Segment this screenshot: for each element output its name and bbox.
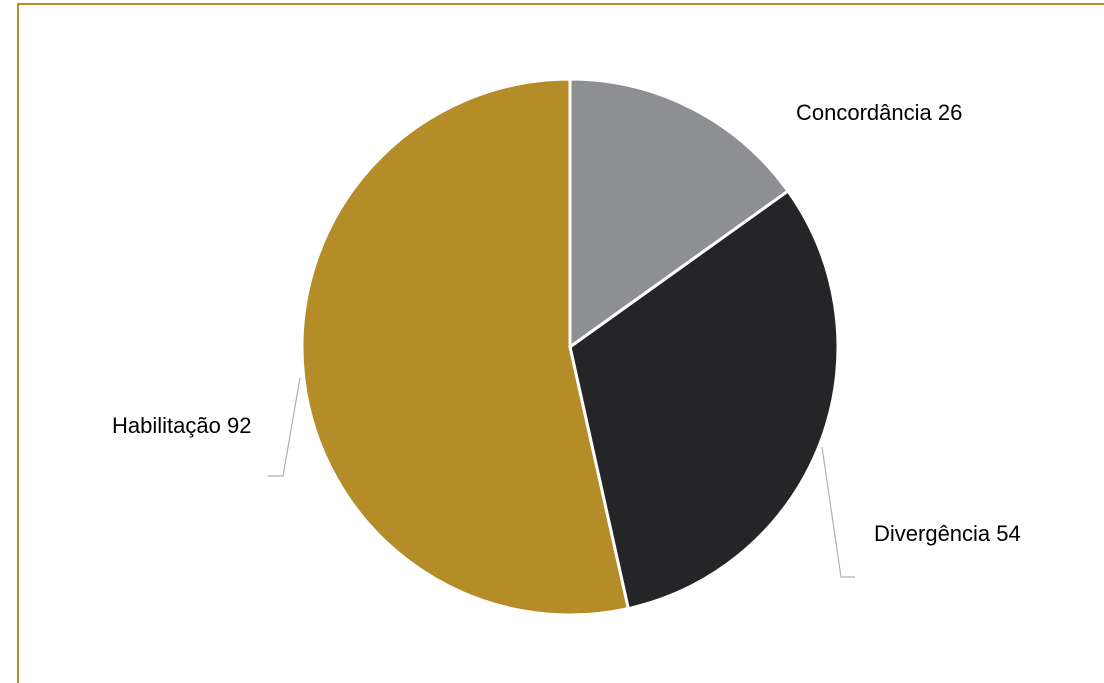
leader-lines [268, 377, 855, 578]
pie-slice-divergencia [568, 189, 840, 611]
leader-line-habilitacao [268, 377, 301, 477]
pie-slices [300, 77, 840, 617]
leader-line-divergencia [821, 446, 855, 578]
pie-slice-habilitacao [300, 77, 630, 617]
data-label-habilitacao: Habilitação 92 [112, 413, 251, 438]
data-label-concordancia: Concordância 26 [796, 100, 962, 125]
data-label-divergencia: Divergência 54 [874, 521, 1021, 546]
pie-slice-concordancia [568, 77, 790, 349]
data-labels: Concordância 26 Divergência 54 Habilitaç… [112, 100, 1021, 546]
